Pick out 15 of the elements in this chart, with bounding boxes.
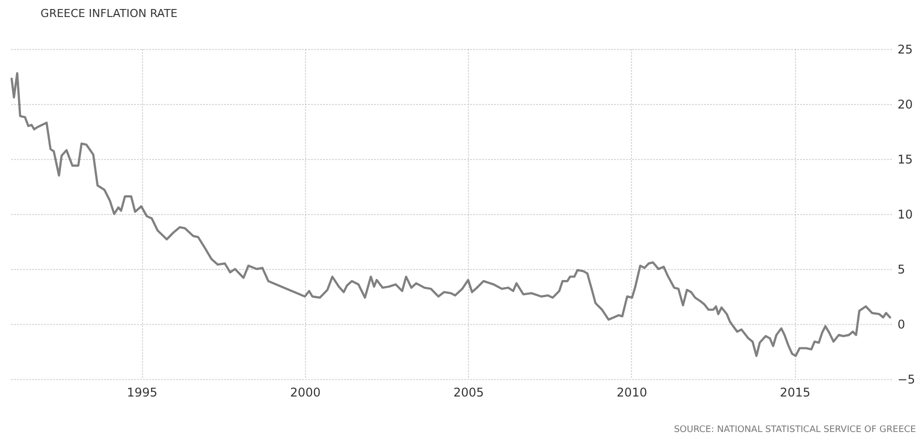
- line-series: [10, 72, 892, 357]
- x-tick-label: 2010: [616, 386, 648, 400]
- x-tick-label: 2000: [290, 386, 321, 400]
- x-tick-label: 2015: [780, 386, 810, 400]
- x-tick-label: 2005: [453, 386, 484, 400]
- y-tick-label: 5: [898, 262, 906, 276]
- x-tick-label: 1995: [126, 386, 158, 400]
- chart-title: GREECE INFLATION RATE: [40, 7, 178, 20]
- y-tick-label: 15: [898, 152, 913, 166]
- y-tick-label: 25: [898, 42, 913, 56]
- y-tick-label: −5: [898, 372, 916, 386]
- source-note: SOURCE: NATIONAL STATISTICAL SERVICE OF GREECE: [674, 425, 916, 435]
- y-tick-label: 0: [898, 318, 906, 332]
- y-tick-label: 10: [898, 208, 913, 222]
- y-tick-label: 20: [898, 98, 913, 112]
